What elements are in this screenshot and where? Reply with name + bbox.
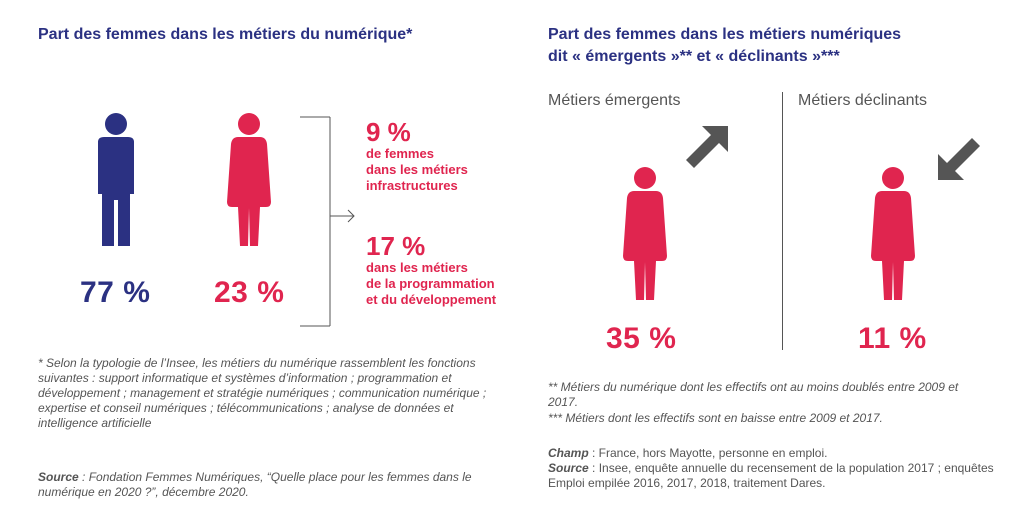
right-source: Source : Insee, enquête annuelle du rece… (548, 461, 998, 491)
declining-label: Métiers déclinants (798, 92, 927, 109)
right-title: Part des femmes dans les métiers numériq… (548, 24, 1008, 68)
right-title-line2: dit « émergents »** et « déclinants »*** (548, 48, 840, 65)
champ-label: Champ (548, 446, 589, 460)
declining-percent: 11 % (858, 322, 927, 355)
woman-declining-icon (871, 167, 915, 300)
left-source: Source : Fondation Femmes Numériques, “Q… (38, 470, 488, 500)
woman-emerging-icon (623, 167, 667, 300)
champ-note: Champ : France, hors Mayotte, personne e… (548, 446, 998, 461)
stat-programmation-line2: de la programmation (366, 276, 495, 291)
stat-infrastructures-line2: dans les métiers (366, 162, 468, 177)
women-percent: 23 % (214, 276, 285, 309)
note-declining: *** Métiers dont les effectifs sont en b… (548, 411, 883, 425)
stat-programmation-value: 17 % (366, 231, 426, 261)
stat-infrastructures: 9 % de femmes dans les métiers infrastru… (366, 118, 468, 194)
left-source-label: Source (38, 470, 79, 484)
arrow-up-right-icon (686, 126, 728, 168)
stat-programmation-line3: et du développement (366, 292, 497, 307)
arrow-down-left-icon (938, 138, 980, 180)
emerging-percent: 35 % (606, 322, 677, 355)
right-source-text: : Insee, enquête annuelle du recensement… (548, 461, 994, 490)
stat-infrastructures-line3: infrastructures (366, 178, 458, 193)
column-divider (782, 92, 783, 350)
champ-text: : France, hors Mayotte, personne en empl… (588, 446, 828, 460)
emerging-label: Métiers émergents (548, 92, 681, 109)
bracket-arrow-icon (300, 116, 355, 327)
left-title: Part des femmes dans les métiers du numé… (38, 26, 413, 43)
stat-infrastructures-value: 9 % (366, 117, 411, 147)
stat-programmation-line1: dans les métiers (366, 260, 468, 275)
right-title-line1: Part des femmes dans les métiers numériq… (548, 26, 902, 43)
stat-programmation: 17 % dans les métiers de la programmatio… (366, 232, 496, 308)
stat-infrastructures-line1: de femmes (366, 146, 434, 161)
woman-icon (227, 113, 271, 246)
left-source-text: : Fondation Femmes Numériques, “Quelle p… (38, 470, 472, 499)
left-footnote: * Selon la typologie de l’Insee, les mét… (38, 356, 487, 430)
right-source-label: Source (548, 461, 589, 475)
note-emerging: ** Métiers du numérique dont les effecti… (548, 380, 959, 409)
man-icon (98, 113, 134, 246)
men-percent: 77 % (80, 276, 151, 309)
